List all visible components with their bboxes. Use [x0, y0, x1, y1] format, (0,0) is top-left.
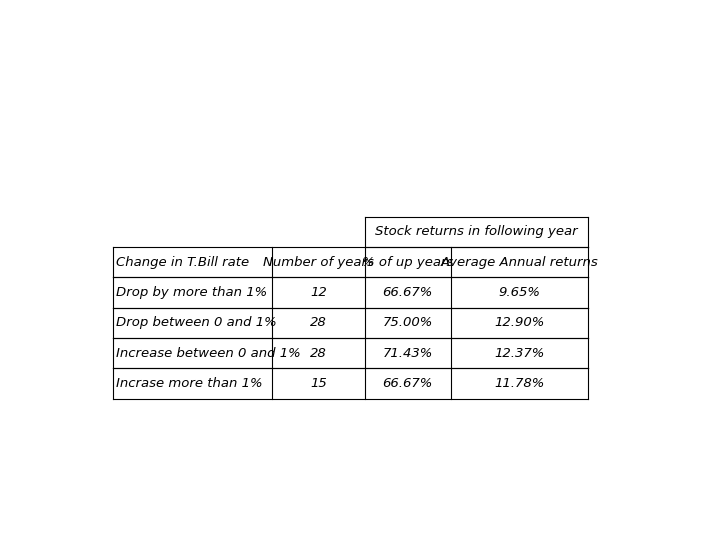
Text: 75.00%: 75.00% — [382, 316, 433, 329]
Text: Change in T.Bill rate: Change in T.Bill rate — [116, 255, 249, 268]
Text: 15: 15 — [310, 377, 327, 390]
Text: 71.43%: 71.43% — [382, 347, 433, 360]
Text: 12: 12 — [310, 286, 327, 299]
Text: 28: 28 — [310, 347, 327, 360]
Text: 66.67%: 66.67% — [382, 286, 433, 299]
Text: 66.67%: 66.67% — [382, 377, 433, 390]
Text: Average Annual returns: Average Annual returns — [441, 255, 598, 268]
Text: 12.90%: 12.90% — [494, 316, 544, 329]
Text: 9.65%: 9.65% — [498, 286, 541, 299]
Text: 11.78%: 11.78% — [494, 377, 544, 390]
Text: Stock returns in following year: Stock returns in following year — [375, 225, 577, 238]
Text: 12.37%: 12.37% — [494, 347, 544, 360]
Text: Drop by more than 1%: Drop by more than 1% — [116, 286, 267, 299]
Text: 28: 28 — [310, 316, 327, 329]
Text: Increase between 0 and 1%: Increase between 0 and 1% — [116, 347, 301, 360]
Text: Incrase more than 1%: Incrase more than 1% — [116, 377, 263, 390]
Text: Drop between 0 and 1%: Drop between 0 and 1% — [116, 316, 277, 329]
Text: Number of years: Number of years — [263, 255, 374, 268]
Text: % of up years: % of up years — [362, 255, 454, 268]
